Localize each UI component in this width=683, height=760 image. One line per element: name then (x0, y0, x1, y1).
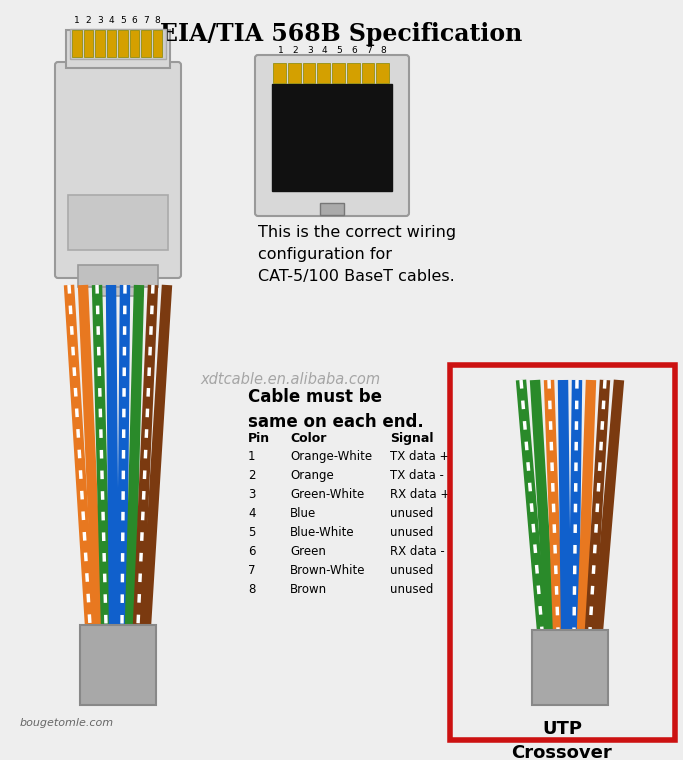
Text: 1: 1 (74, 16, 80, 25)
Bar (273, 63, 285, 83)
Text: Cable must be
same on each end.: Cable must be same on each end. (248, 388, 423, 431)
Text: Green: Green (290, 545, 326, 558)
Bar (93, 278, 143, 296)
Bar (66, 30, 170, 68)
Text: RX data -: RX data - (390, 545, 445, 558)
Text: 3: 3 (248, 488, 255, 501)
Text: unused: unused (390, 564, 434, 577)
Bar (320, 203, 344, 215)
Text: Color: Color (290, 432, 326, 445)
Bar (72, 30, 81, 57)
Bar (303, 63, 316, 83)
Text: Pin: Pin (248, 432, 270, 445)
Text: Green-White: Green-White (290, 488, 364, 501)
Text: 4: 4 (109, 16, 114, 25)
Text: UTP
Crossover: UTP Crossover (512, 720, 613, 760)
Bar (347, 63, 359, 83)
Bar (130, 30, 139, 57)
Text: 8: 8 (248, 583, 255, 596)
Text: 2: 2 (292, 46, 298, 55)
Bar (317, 63, 330, 83)
Text: 5: 5 (120, 16, 126, 25)
Text: 7: 7 (248, 564, 255, 577)
Text: 7: 7 (366, 46, 372, 55)
Text: 1: 1 (277, 46, 283, 55)
Text: Brown: Brown (290, 583, 327, 596)
Text: Signal: Signal (390, 432, 434, 445)
Bar (118, 30, 128, 57)
Text: unused: unused (390, 507, 434, 520)
Text: 4: 4 (322, 46, 327, 55)
Bar (450, 365, 675, 740)
Text: TX data +: TX data + (390, 450, 449, 463)
Bar (288, 63, 301, 83)
Bar (141, 30, 150, 57)
Bar (78, 265, 158, 287)
Bar (107, 30, 116, 57)
Text: bougetomle.com: bougetomle.com (20, 718, 114, 728)
Text: 6: 6 (248, 545, 255, 558)
Text: Brown-White: Brown-White (290, 564, 365, 577)
Text: 3: 3 (97, 16, 102, 25)
Text: Orange: Orange (290, 469, 334, 482)
Bar (80, 625, 156, 705)
Text: Blue: Blue (290, 507, 316, 520)
Text: 8: 8 (154, 16, 160, 25)
Bar (376, 63, 389, 83)
Bar (361, 63, 374, 83)
Bar (70, 29, 166, 59)
Bar (95, 30, 104, 57)
Bar (272, 84, 392, 191)
Text: 8: 8 (380, 46, 387, 55)
Text: 6: 6 (351, 46, 357, 55)
Text: 5: 5 (337, 46, 342, 55)
Text: 5: 5 (248, 526, 255, 539)
Bar (532, 630, 608, 705)
Text: unused: unused (390, 526, 434, 539)
Text: 3: 3 (307, 46, 313, 55)
Text: 2: 2 (85, 16, 91, 25)
Text: RX data +: RX data + (390, 488, 450, 501)
Text: Orange-White: Orange-White (290, 450, 372, 463)
Text: 4: 4 (248, 507, 255, 520)
Text: 6: 6 (131, 16, 137, 25)
Text: 2: 2 (248, 469, 255, 482)
Text: EIA/TIA 568B Specification: EIA/TIA 568B Specification (160, 22, 522, 46)
Bar (332, 63, 345, 83)
Text: unused: unused (390, 583, 434, 596)
FancyBboxPatch shape (55, 62, 181, 278)
Text: 1: 1 (248, 450, 255, 463)
Bar (68, 195, 168, 250)
Text: xdtcable.en.alibaba.com: xdtcable.en.alibaba.com (200, 372, 380, 387)
Bar (83, 30, 93, 57)
FancyBboxPatch shape (255, 55, 409, 216)
Text: TX data -: TX data - (390, 469, 444, 482)
Text: This is the correct wiring
configuration for
CAT-5/100 BaseT cables.: This is the correct wiring configuration… (258, 225, 456, 284)
Text: 7: 7 (143, 16, 149, 25)
Bar (152, 30, 162, 57)
Text: Blue-White: Blue-White (290, 526, 354, 539)
